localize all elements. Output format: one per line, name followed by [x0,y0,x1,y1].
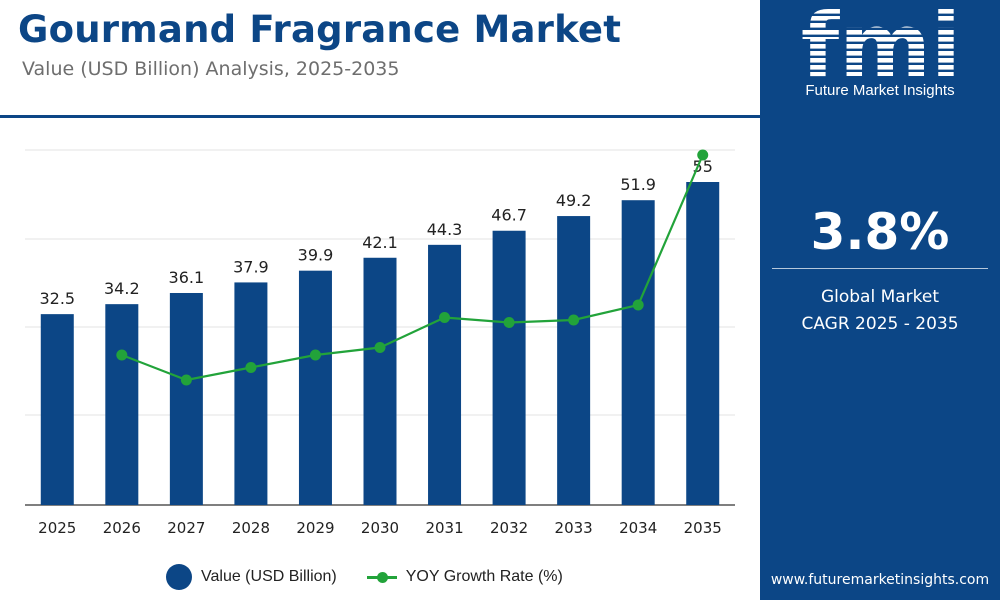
cagr-label-line1: Global Market [820,287,940,307]
bar-2029 [298,270,332,505]
legend-value-label: Value (USD Billion) [201,568,337,585]
bar-2032 [492,230,526,505]
x-tick-2034: 2034 [619,519,657,537]
bar-label-2031: 44.3 [427,220,463,239]
bar-2031 [428,244,462,505]
bar-label-2030: 42.1 [362,233,398,252]
bar-2025 [40,314,74,505]
growth-line [121,154,704,382]
cagr-value: 3.8% [810,203,950,261]
growth-point-2034 [632,299,644,311]
growth-point-2026 [116,349,128,361]
x-tick-2027: 2027 [167,519,205,537]
bar-2034 [621,200,655,506]
legend-growth-swatch [366,571,397,583]
x-tick-2029: 2029 [296,519,334,537]
x-tick-2035: 2035 [684,519,722,537]
x-tick-2030: 2030 [361,519,399,537]
bar-label-2033: 49.2 [556,191,592,210]
website-link[interactable]: www.futuremarketinsights.com [770,572,990,588]
logo-subtitle: Future Market Insights [805,82,955,99]
growth-point-2033 [568,314,580,326]
legend: Value (USD Billion) YOY Growth Rate (%) [166,562,593,592]
cagr-label-line2: CAGR 2025 - 2035 [801,314,959,334]
header-divider [0,115,760,118]
legend-growth-label: YOY Growth Rate (%) [405,568,563,585]
bar-2030 [363,257,397,505]
legend-item-value: Value (USD Billion) [166,564,337,590]
growth-point-2032 [503,317,515,328]
x-tick-2033: 2033 [555,519,593,537]
bar-2028 [234,282,268,505]
growth-point-2027 [180,374,192,386]
x-tick-2031: 2031 [425,519,463,537]
x-tick-2032: 2032 [490,519,528,537]
bar-2027 [169,292,203,505]
bar-2033 [557,216,591,505]
growth-point-2035 [697,149,709,161]
bar-label-2034: 51.9 [620,175,656,194]
x-tick-2028: 2028 [232,519,270,537]
svg-text:fmi: fmi [801,2,961,82]
chart-subtitle: Value (USD Billion) Analysis, 2025-2035 [22,58,400,80]
bar-label-2035: 55 [693,157,713,176]
bar-label-2028: 37.9 [233,257,269,276]
growth-point-2029 [309,349,321,361]
bar-label-2029: 39.9 [298,246,334,265]
chart-title: Gourmand Fragrance Market [18,8,622,51]
chart-area: 32.5 2025 34.2 2026 36.1 2027 37.9 2028 39.9 2029… [25,149,735,537]
x-tick-2025: 2025 [38,519,76,537]
bar-label-2027: 36.1 [169,268,205,287]
x-tick-2026: 2026 [103,519,141,537]
cagr-divider [772,268,988,269]
growth-point-2030 [374,342,386,353]
bar-2026 [105,304,139,505]
legend-value-swatch [166,564,192,590]
fmi-logo: fmi [801,2,961,82]
growth-point-2028 [245,362,257,373]
cagr-label: Global Market CAGR 2025 - 2035 [760,284,1000,338]
bar-label-2032: 46.7 [491,206,527,225]
bar-2035 [686,182,720,505]
bar-label-2025: 32.5 [39,289,75,308]
legend-item-growth: YOY Growth Rate (%) [366,568,563,586]
brand-panel: fmi Future Market Insights 3.8% Global M… [760,0,1000,600]
growth-point-2031 [439,312,451,323]
bar-label-2026: 34.2 [104,279,140,298]
